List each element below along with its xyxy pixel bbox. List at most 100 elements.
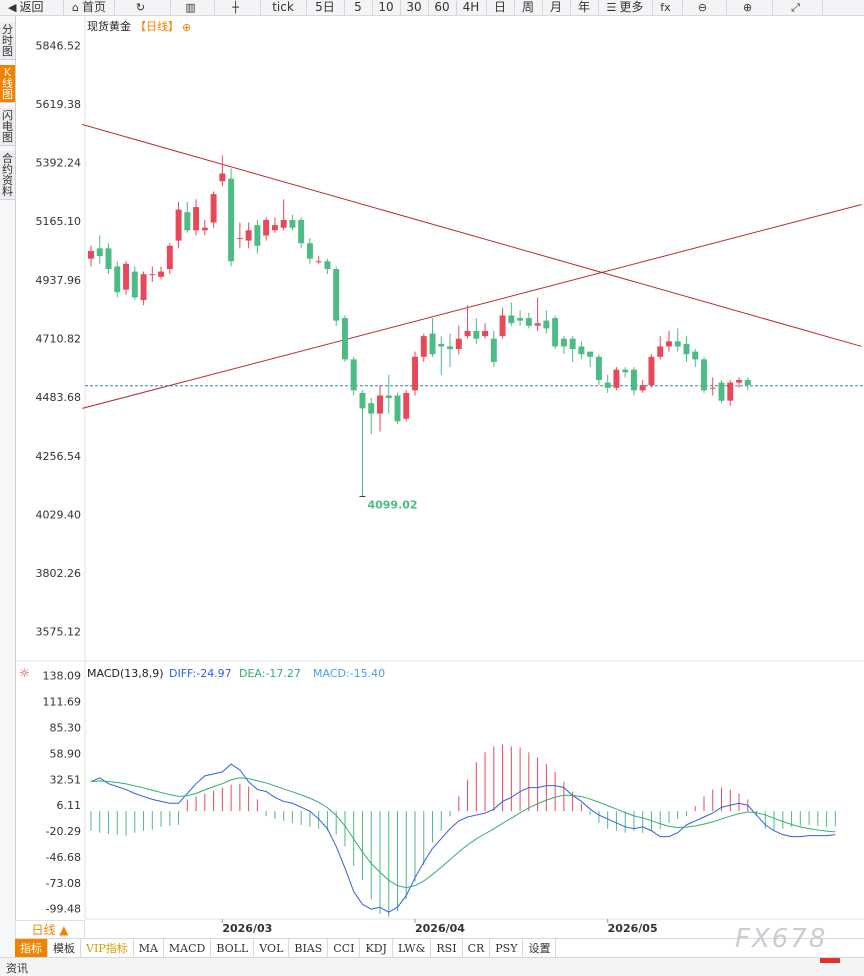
- toolbar-item-candlestick-icon[interactable]: ┼: [214, 0, 261, 15]
- toolbar-item-btn[interactable]: 月: [542, 0, 571, 15]
- candle-body[interactable]: [280, 219, 287, 228]
- candle-body[interactable]: [333, 269, 340, 321]
- candle-body[interactable]: [236, 238, 243, 240]
- candle-body[interactable]: [210, 194, 217, 223]
- candle-body[interactable]: [657, 346, 664, 357]
- indicator-tab-7[interactable]: BIAS: [289, 939, 329, 957]
- candle-body[interactable]: [324, 261, 331, 270]
- toolbar-item-btn[interactable]: tick: [260, 0, 307, 15]
- candle-body[interactable]: [473, 330, 480, 339]
- candle-body[interactable]: [482, 330, 489, 337]
- candle-body[interactable]: [377, 395, 383, 414]
- candle-body[interactable]: [88, 250, 94, 259]
- candle-body[interactable]: [368, 403, 375, 414]
- candle-body[interactable]: [289, 219, 296, 228]
- candle-body[interactable]: [517, 318, 524, 321]
- candle-body[interactable]: [727, 382, 734, 401]
- candle-body[interactable]: [447, 346, 454, 350]
- candle-body[interactable]: [604, 382, 611, 388]
- toolbar-item-btn[interactable]: 10: [372, 0, 401, 15]
- candle-body[interactable]: [744, 380, 751, 386]
- candle-body[interactable]: [595, 356, 602, 381]
- status-bar-label[interactable]: 资讯: [6, 962, 28, 975]
- candle-body[interactable]: [245, 230, 252, 241]
- sidebar-item-0[interactable]: 分 时 图: [0, 22, 15, 60]
- candle-body[interactable]: [543, 320, 550, 329]
- candle-body[interactable]: [149, 274, 156, 276]
- candle-body[interactable]: [665, 341, 672, 347]
- candle-body[interactable]: [412, 356, 418, 391]
- candle-body[interactable]: [569, 338, 576, 350]
- indicator-tab-5[interactable]: BOLL: [211, 939, 255, 957]
- toolbar-item-btn[interactable]: 日: [486, 0, 515, 15]
- candle-body[interactable]: [525, 318, 532, 326]
- toolbar-item-btn[interactable]: ⌂ 首页: [64, 0, 115, 15]
- candle-body[interactable]: [306, 243, 313, 259]
- candle-body[interactable]: [271, 225, 278, 231]
- candle-body[interactable]: [639, 385, 646, 391]
- trendline-descending[interactable]: [82, 123, 862, 347]
- candle-body[interactable]: [228, 178, 235, 262]
- toolbar-item-btn[interactable]: 5日: [306, 0, 345, 15]
- candle-body[interactable]: [420, 336, 427, 357]
- candle-body[interactable]: [219, 173, 226, 182]
- trendline-ascending[interactable]: [82, 203, 862, 409]
- toolbar-item-zoom-out-icon[interactable]: ⊖: [682, 0, 727, 15]
- candle-body[interactable]: [718, 382, 725, 401]
- sidebar-item-2[interactable]: 闪 电 图: [0, 108, 15, 146]
- candle-body[interactable]: [499, 315, 506, 337]
- candle-body[interactable]: [464, 330, 471, 337]
- toolbar-item-btn[interactable]: 周: [514, 0, 543, 15]
- candle-body[interactable]: [158, 271, 165, 277]
- candle-body[interactable]: [131, 271, 138, 298]
- candle-body[interactable]: [455, 338, 462, 350]
- sidebar-item-3[interactable]: 合 约 资 料: [0, 151, 15, 200]
- candle-body[interactable]: [736, 380, 742, 383]
- candle-body[interactable]: [114, 266, 121, 293]
- indicator-tab-4[interactable]: MACD: [164, 939, 212, 957]
- candle-body[interactable]: [385, 395, 392, 399]
- candle-body[interactable]: [394, 395, 401, 422]
- candle-body[interactable]: [534, 323, 541, 326]
- toolbar-item-btn[interactable]: 4H: [456, 0, 487, 15]
- candle-body[interactable]: [587, 351, 594, 357]
- candle-body[interactable]: [552, 318, 559, 347]
- candle-body[interactable]: [560, 338, 567, 347]
- toolbar-item-btn[interactable]: 60: [428, 0, 457, 15]
- candle-body[interactable]: [613, 369, 620, 388]
- candle-body[interactable]: [193, 207, 200, 231]
- candle-body[interactable]: [508, 315, 515, 324]
- candle-body[interactable]: [166, 245, 173, 270]
- toolbar-item-btn[interactable]: 30: [400, 0, 429, 15]
- candle-body[interactable]: [96, 248, 103, 257]
- candle-body[interactable]: [429, 333, 436, 355]
- toolbar-item-expand-icon[interactable]: ⤢: [772, 0, 823, 15]
- toolbar-item-bar-chart-icon[interactable]: ▥: [170, 0, 215, 15]
- candle-body[interactable]: [298, 219, 305, 244]
- candle-body[interactable]: [201, 227, 208, 231]
- candle-body[interactable]: [184, 212, 191, 231]
- sidebar-item-1[interactable]: K 线 图: [0, 65, 15, 103]
- indicator-tab-0[interactable]: 指标: [15, 939, 48, 957]
- candle-body[interactable]: [263, 219, 270, 236]
- toolbar-item-btn[interactable]: 年: [570, 0, 599, 15]
- chart-svg[interactable]: 5846.52 5619.38 5392.24 5165.10 4937.96 4710.…: [15, 16, 864, 960]
- indicator-tab-3[interactable]: MA: [134, 939, 164, 957]
- indicator-tab-13[interactable]: PSY: [490, 939, 524, 957]
- candle-body[interactable]: [692, 351, 699, 360]
- candle-body[interactable]: [490, 338, 497, 362]
- chart-area[interactable]: 5846.52 5619.38 5392.24 5165.10 4937.96 4710.…: [15, 16, 864, 960]
- candle-body[interactable]: [175, 209, 182, 241]
- candle-body[interactable]: [622, 369, 629, 373]
- candle-body[interactable]: [105, 248, 112, 270]
- candle-body[interactable]: [674, 341, 681, 347]
- indicator-tab-11[interactable]: RSI: [431, 939, 463, 957]
- candle-body[interactable]: [648, 356, 655, 386]
- toolbar-item-zoom-in-icon[interactable]: ⊕: [726, 0, 773, 15]
- period-select[interactable]: 日线 ▲: [15, 920, 85, 939]
- candle-body[interactable]: [578, 346, 585, 355]
- candle-body[interactable]: [341, 318, 348, 360]
- indicator-tab-14[interactable]: 设置: [523, 939, 557, 957]
- candle-body[interactable]: [438, 343, 445, 347]
- candle-body[interactable]: [315, 261, 322, 263]
